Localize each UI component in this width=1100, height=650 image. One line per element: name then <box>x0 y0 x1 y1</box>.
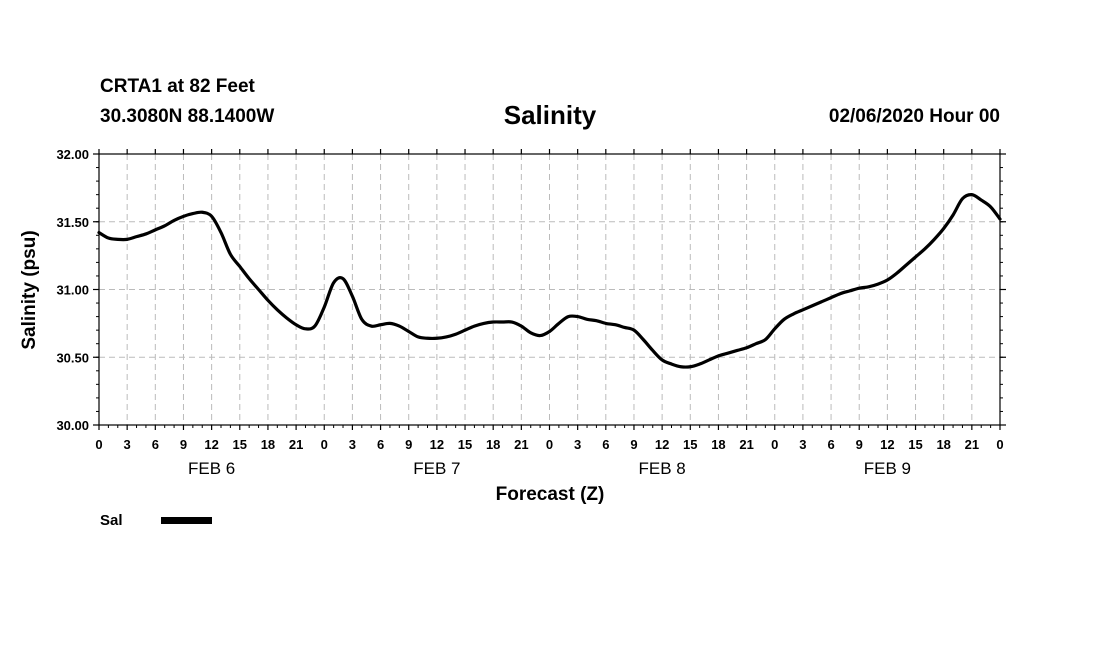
x-tick-label: 6 <box>377 437 384 452</box>
y-tick-label: 30.50 <box>56 350 89 365</box>
x-tick-label: 18 <box>711 437 725 452</box>
x-tick-label: 21 <box>739 437 753 452</box>
x-tick-label: 15 <box>458 437 472 452</box>
y-axis-label: Salinity (psu) <box>19 230 40 349</box>
x-tick-label: 6 <box>827 437 834 452</box>
x-tick-label: 12 <box>880 437 894 452</box>
salinity-series-line <box>97 193 1002 369</box>
y-tick-label: 31.50 <box>56 215 89 230</box>
x-tick-label: 9 <box>856 437 863 452</box>
x-tick-label: 6 <box>152 437 159 452</box>
day-label: FEB 6 <box>188 459 235 478</box>
plot-frame <box>98 153 1001 426</box>
x-tick-label: 3 <box>349 437 356 452</box>
y-tick-label: 31.00 <box>56 283 89 298</box>
x-tick-label: 21 <box>965 437 979 452</box>
y-axis: 30.00 30.50 31.00 31.50 32.00 <box>56 147 1006 433</box>
grid-lines <box>99 154 1000 425</box>
x-tick-label: 12 <box>204 437 218 452</box>
station-location: 30.3080N 88.1400W <box>100 106 275 127</box>
run-date: 02/06/2020 Hour 00 <box>828 106 1000 127</box>
day-label: FEB 8 <box>639 459 686 478</box>
day-label: FEB 7 <box>413 459 460 478</box>
x-tick-label: 3 <box>574 437 581 452</box>
x-tick-label: 21 <box>514 437 528 452</box>
x-tick-label: 18 <box>936 437 950 452</box>
y-tick-label: 30.00 <box>56 418 89 433</box>
x-tick-label: 18 <box>486 437 500 452</box>
legend-label: Sal <box>100 512 123 529</box>
x-tick-label: 0 <box>771 437 778 452</box>
x-tick-label: 9 <box>405 437 412 452</box>
day-label: FEB 9 <box>864 459 911 478</box>
x-tick-label: 9 <box>180 437 187 452</box>
x-tick-label: 21 <box>289 437 303 452</box>
x-tick-label: 0 <box>321 437 328 452</box>
x-tick-label: 18 <box>261 437 275 452</box>
station-name: CRTA1 at 82 Feet <box>100 76 255 97</box>
legend-swatch <box>161 517 212 524</box>
x-tick-label: 12 <box>655 437 669 452</box>
y-tick-label: 32.00 <box>56 147 89 162</box>
day-labels: FEB 6 FEB 7 FEB 8 FEB 9 <box>188 459 911 478</box>
chart-title: Salinity <box>503 100 597 130</box>
x-tick-label: 3 <box>799 437 806 452</box>
x-tick-label: 12 <box>430 437 444 452</box>
legend: Sal <box>100 512 212 529</box>
x-tick-label: 9 <box>630 437 637 452</box>
x-tick-label: 15 <box>233 437 247 452</box>
x-tick-label: 0 <box>996 437 1003 452</box>
x-tick-label: 6 <box>602 437 609 452</box>
x-axis: 0 3 6 9 12 15 18 21 0 3 6 9 12 15 18 21 0 3 6 9 12 15 18 21 0 3 6 9… <box>95 149 1004 452</box>
x-tick-label: 0 <box>546 437 553 452</box>
x-axis-label: Forecast (Z) <box>496 484 605 505</box>
x-tick-label: 15 <box>908 437 922 452</box>
x-tick-label: 15 <box>683 437 697 452</box>
x-tick-label: 0 <box>95 437 102 452</box>
x-tick-label: 3 <box>124 437 131 452</box>
